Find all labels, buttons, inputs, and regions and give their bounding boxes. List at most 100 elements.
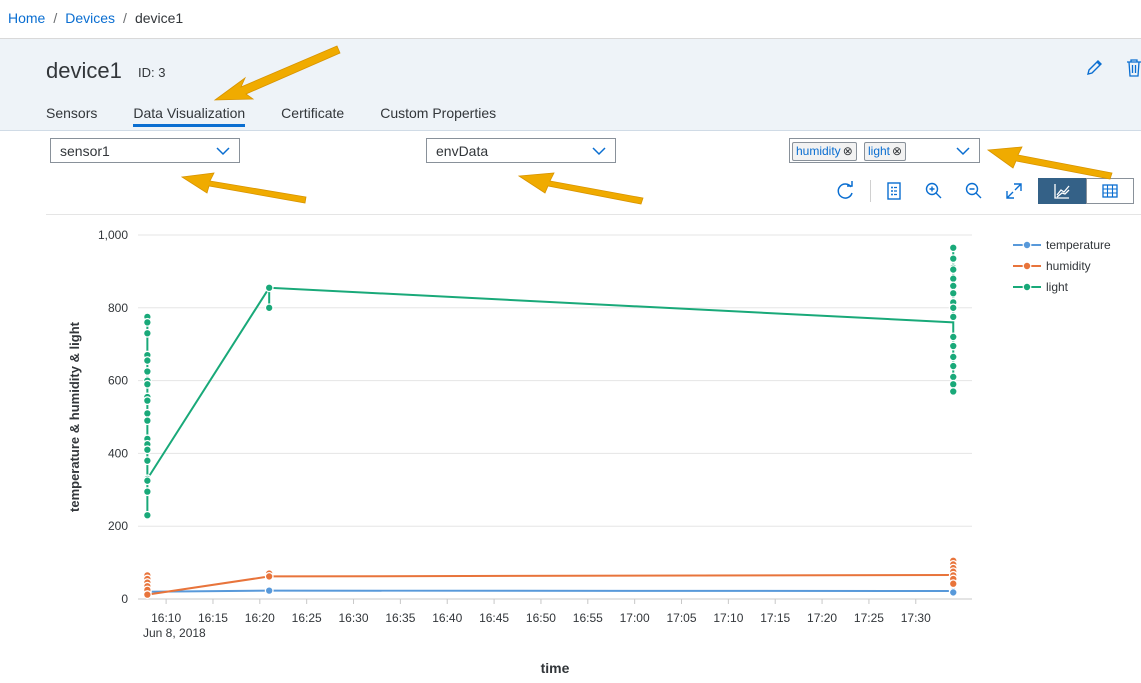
- table-view-button[interactable]: [1086, 178, 1134, 204]
- chart-panel: 0 200 400 600 800 1,000 16:10 16:15 16:20 16:25 1…: [46, 214, 1141, 678]
- device-id-label: ID: 3: [138, 65, 166, 80]
- legend-label: humidity: [1046, 259, 1091, 273]
- light-point: [948, 254, 958, 264]
- humidity-point: [142, 590, 152, 600]
- light-point: [142, 445, 152, 455]
- y-tick-label: 800: [108, 301, 128, 315]
- y-axis-title: temperature & humidity & light: [67, 321, 82, 512]
- x-date-label: Jun 8, 2018: [143, 626, 206, 640]
- fullscreen-icon[interactable]: [1002, 179, 1026, 203]
- light-point: [948, 312, 958, 322]
- chart-grid: [138, 234, 972, 600]
- x-tick-label: 17:00: [620, 611, 650, 625]
- y-tick-label: 200: [108, 519, 128, 533]
- zoom-in-icon[interactable]: [922, 179, 946, 203]
- y-tick-label: 400: [108, 446, 128, 460]
- tab-sensors[interactable]: Sensors: [46, 105, 98, 121]
- chart-legend: temperature humidity light: [1013, 238, 1111, 294]
- chart-view-button[interactable]: [1038, 178, 1086, 204]
- breadcrumb-separator: /: [53, 10, 58, 26]
- light-line: [146, 286, 954, 480]
- breadcrumb-devices-link[interactable]: Devices: [65, 10, 116, 26]
- light-point: [948, 243, 958, 253]
- sensor-select-value: sensor1: [60, 143, 110, 159]
- light-point: [142, 396, 152, 406]
- legend-marker: [1022, 282, 1032, 292]
- properties-multiselect[interactable]: humidity ⊗ light ⊗: [789, 138, 980, 163]
- x-tick-label: 17:20: [807, 611, 837, 625]
- delete-icon[interactable]: [1124, 58, 1141, 78]
- annotation-arrow: [517, 172, 644, 205]
- light-point: [142, 476, 152, 486]
- toolbar-divider: [870, 180, 871, 202]
- light-point: [142, 328, 152, 338]
- chevron-down-icon: [592, 147, 606, 156]
- light-point: [948, 265, 958, 275]
- x-tick-label: 16:35: [385, 611, 415, 625]
- refresh-icon[interactable]: [833, 179, 857, 203]
- x-tick-label: 17:10: [713, 611, 743, 625]
- annotation-arrow: [986, 146, 1113, 180]
- light-point: [142, 317, 152, 327]
- light-point: [948, 288, 958, 298]
- light-point: [142, 416, 152, 426]
- x-tick-label: 17:30: [901, 611, 931, 625]
- tab-bar: Sensors Data Visualization Certificate C…: [46, 105, 532, 127]
- tab-custom-properties[interactable]: Custom Properties: [380, 105, 497, 121]
- token-remove-icon[interactable]: ⊗: [892, 144, 903, 158]
- light-point: [948, 274, 958, 284]
- legend-icon[interactable]: [882, 179, 906, 203]
- x-tick-label: 16:10: [151, 611, 181, 625]
- capability-select-value: envData: [436, 143, 489, 159]
- breadcrumb: Home / Devices / device1: [8, 10, 183, 26]
- y-tick-label: 0: [121, 592, 128, 606]
- light-point: [264, 283, 274, 293]
- light-point: [142, 408, 152, 418]
- light-point: [948, 372, 958, 382]
- light-point: [142, 456, 152, 466]
- y-tick-label: 1,000: [98, 228, 128, 242]
- property-token[interactable]: humidity ⊗: [792, 142, 857, 161]
- token-remove-icon[interactable]: ⊗: [842, 144, 853, 158]
- table-view-icon: [1102, 184, 1118, 198]
- property-token[interactable]: light ⊗: [864, 142, 907, 161]
- x-tick-label: 16:40: [432, 611, 462, 625]
- y-tick-label: 600: [108, 374, 128, 388]
- legend-marker: [1022, 261, 1032, 271]
- tab-data-visualization[interactable]: Data Visualization: [133, 105, 246, 127]
- annotation-arrow: [180, 172, 307, 204]
- zoom-out-icon[interactable]: [962, 179, 986, 203]
- light-point: [142, 356, 152, 366]
- legend-label: temperature: [1046, 238, 1111, 252]
- light-point: [142, 487, 152, 497]
- sensor-select[interactable]: sensor1: [50, 138, 240, 163]
- edit-icon[interactable]: [1084, 58, 1104, 78]
- humidity-point: [264, 571, 274, 581]
- series-lines: [146, 247, 955, 596]
- light-point: [948, 303, 958, 313]
- light-point: [948, 387, 958, 396]
- x-tick-label: 17:25: [854, 611, 884, 625]
- x-tick-label: 17:15: [760, 611, 790, 625]
- series-points: [142, 243, 958, 600]
- chevron-down-icon: [956, 147, 970, 156]
- x-tick-label: 16:55: [573, 611, 603, 625]
- light-point: [142, 379, 152, 389]
- chart-view-icon: [1054, 184, 1070, 199]
- light-point: [142, 510, 152, 520]
- y-axis: 0 200 400 600 800 1,000: [98, 228, 128, 606]
- light-point: [948, 341, 958, 351]
- tab-certificate[interactable]: Certificate: [281, 105, 345, 121]
- x-axis: 16:10 16:15 16:20 16:25 16:30 16:35 16:40 16:45…: [151, 599, 931, 625]
- capability-select[interactable]: envData: [426, 138, 616, 163]
- humidity-point: [948, 579, 958, 589]
- x-tick-label: 16:45: [479, 611, 509, 625]
- x-tick-label: 16:20: [245, 611, 275, 625]
- temperature-point: [948, 587, 958, 597]
- chevron-down-icon: [216, 147, 230, 156]
- breadcrumb-home-link[interactable]: Home: [8, 10, 46, 26]
- x-tick-label: 16:30: [339, 611, 369, 625]
- breadcrumb-current: device1: [134, 10, 184, 26]
- x-tick-label: 17:05: [666, 611, 696, 625]
